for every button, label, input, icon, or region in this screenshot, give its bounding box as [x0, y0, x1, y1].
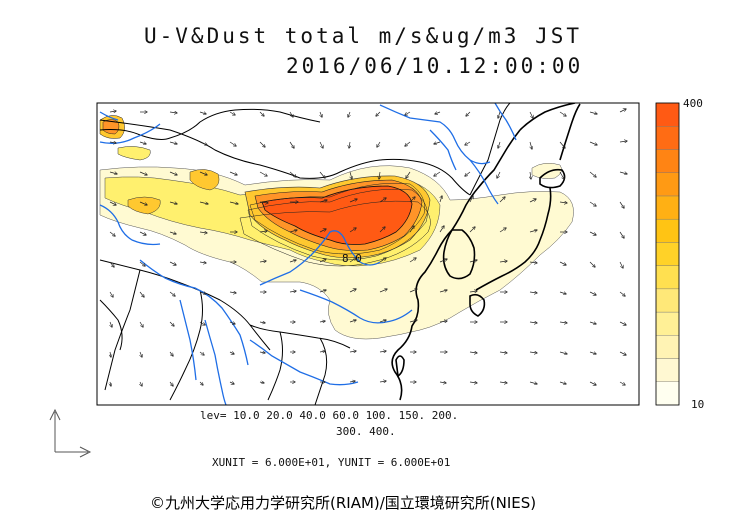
colorbar-swatch [655, 242, 680, 266]
wind-vectors [110, 109, 627, 386]
colorbar-swatch [655, 126, 680, 150]
colorbar-min-label: 10 [691, 398, 705, 411]
colorbar-swatch [655, 335, 680, 359]
colorbar-swatch [655, 311, 680, 336]
rivers [99, 103, 517, 405]
colorbar-frame [655, 102, 680, 406]
korea-coast [442, 229, 476, 280]
colorbar-swatch [655, 265, 680, 290]
vector-units: XUNIT = 6.000E+01, YUNIT = 6.000E+01 [212, 456, 451, 469]
colorbar-swatch [655, 358, 680, 382]
colorbar-swatch [655, 195, 680, 220]
dust-concentration-layer [99, 115, 574, 340]
colorbar-swatch [655, 288, 680, 313]
taiwan [395, 355, 405, 378]
colorbar-swatch [655, 149, 680, 173]
chart-title: U-V&Dust total m/s&ug/m3 JST [144, 24, 583, 48]
colorbar-swatch [655, 218, 680, 243]
copyright-credit: ©九州大学応用力学研究所(RIAM)/国立環境研究所(NIES) [150, 494, 537, 512]
colorbar-swatch [655, 172, 680, 197]
chart-timestamp: 2016/06/10.12:00:00 [286, 54, 584, 78]
contour-label: 8 0 [342, 252, 362, 265]
china-coast [391, 129, 521, 401]
coastlines [391, 103, 581, 401]
russia-coast [519, 103, 576, 131]
contour-levels-line1: lev= 10.0 20.0 40.0 60.0 100. 150. 200. [200, 409, 459, 422]
contour-levels-line2: 300. 400. [336, 425, 396, 438]
japan-honshu [475, 187, 552, 291]
dust-contour-400 [261, 185, 413, 245]
colorbar-swatch [655, 381, 680, 406]
reference-vector [49, 408, 92, 458]
colorbar [655, 102, 680, 406]
colorbar-swatch [655, 102, 680, 127]
japan-kyushu [469, 293, 486, 317]
colorbar-max-label: 400 [683, 97, 703, 110]
